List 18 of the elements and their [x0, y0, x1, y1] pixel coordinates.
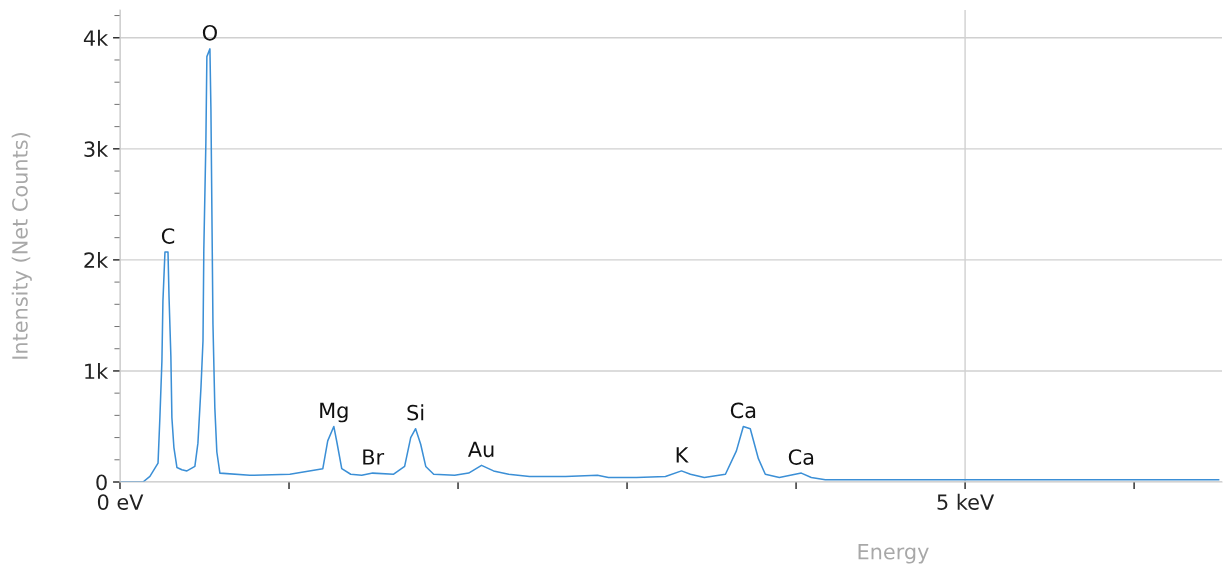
- y-tick-label: 3k: [84, 140, 109, 158]
- y-tick-label: 4k: [83, 29, 109, 46]
- annotation: Au: [467, 441, 494, 458]
- x-axis-title: Energy: [858, 544, 929, 564]
- y-axis-title: Intensity (Net Counts): [11, 133, 32, 359]
- annotation: Mg: [320, 402, 348, 423]
- annotation: K: [676, 447, 689, 463]
- annotation: Ca: [730, 402, 756, 419]
- x-tick-label: 0 eV: [97, 494, 144, 510]
- y-tick-label: 0: [96, 474, 107, 491]
- annotation: Br: [363, 449, 385, 465]
- x-tick-label: 5 keV: [937, 493, 995, 510]
- annotation: C: [161, 228, 175, 244]
- annotation: Si: [407, 404, 424, 421]
- annotation: O: [202, 24, 217, 41]
- y-tick-label: 2k: [84, 251, 109, 268]
- y-tick-label: 1k: [85, 363, 109, 379]
- annotation: Ca: [788, 449, 814, 465]
